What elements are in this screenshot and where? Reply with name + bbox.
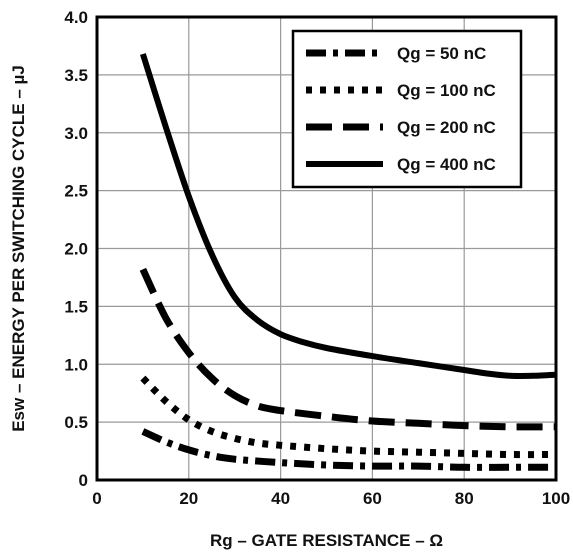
series-line-qg-200-nc	[143, 269, 556, 427]
y-tick-label: 2.5	[64, 182, 88, 201]
legend: Qg = 50 nC Qg = 100 nC Qg = 200 nC Qg = 400…	[293, 31, 521, 187]
y-tick-label: 4.0	[64, 8, 88, 27]
y-tick-label: 2.0	[64, 240, 88, 259]
x-tick-label: 0	[92, 489, 101, 508]
x-tick-label: 60	[363, 489, 382, 508]
legend-label: Qg = 200 nC	[397, 118, 496, 137]
x-tick-label: 100	[542, 489, 570, 508]
x-tick-label: 20	[179, 489, 198, 508]
y-axis-title: Esw – ENERGY PER SWITCHING CYCLE – µJ	[9, 65, 28, 432]
y-tick-label: 1.5	[64, 297, 88, 316]
legend-label: Qg = 400 nC	[397, 155, 496, 174]
x-axis-title: Rg – GATE RESISTANCE – Ω	[210, 531, 443, 550]
y-tick-label: 0.5	[64, 413, 88, 432]
y-tick-label: 1.0	[64, 355, 88, 374]
y-tick-label: 0	[79, 471, 88, 490]
x-tick-label: 80	[455, 489, 474, 508]
x-tick-label: 40	[271, 489, 290, 508]
legend-label: Qg = 50 nC	[397, 44, 486, 63]
legend-label: Qg = 100 nC	[397, 81, 496, 100]
y-tick-label: 3.0	[64, 124, 88, 143]
y-tick-label: 3.5	[64, 66, 88, 85]
